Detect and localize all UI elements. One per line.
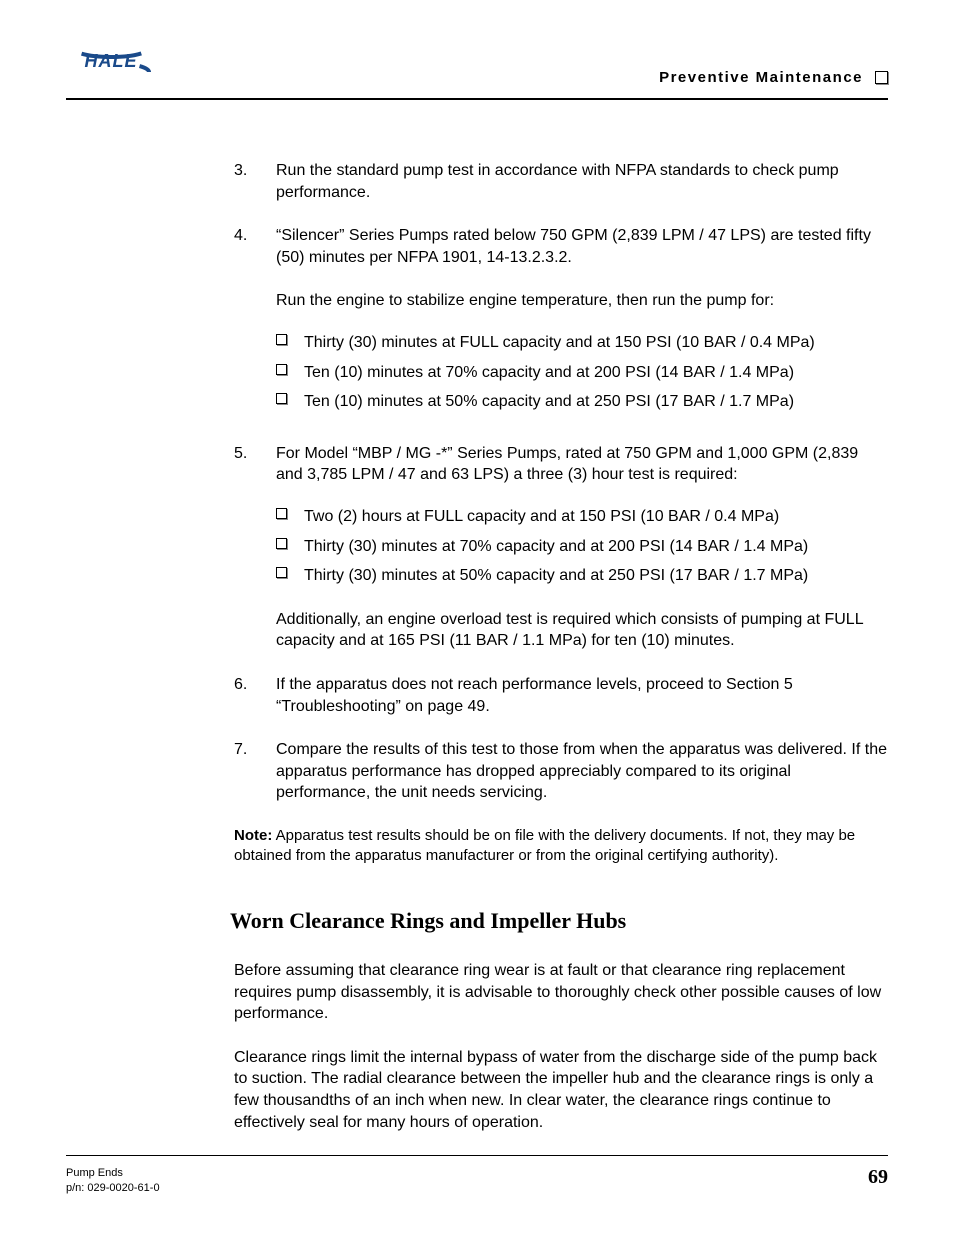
note-block: Note: Apparatus test results should be o…	[234, 826, 888, 867]
bullet-item: Ten (10) minutes at 50% capacity and at …	[276, 391, 888, 413]
checkbox-icon	[276, 536, 304, 558]
checkbox-icon	[276, 506, 304, 528]
bullet-item: Ten (10) minutes at 70% capacity and at …	[276, 362, 888, 384]
footer-left: Pump Ends p/n: 029-0020-61-0	[66, 1166, 160, 1195]
item-body: “Silencer” Series Pumps rated below 750 …	[276, 225, 888, 421]
list-item-6: 6. If the apparatus does not reach perfo…	[234, 674, 888, 717]
logo-wrap: HALE	[66, 30, 156, 90]
item-text: “Silencer” Series Pumps rated below 750 …	[276, 225, 888, 268]
list-item-7: 7. Compare the results of this test to t…	[234, 739, 888, 804]
body-paragraph: Clearance rings limit the internal bypas…	[234, 1047, 888, 1133]
bullet-list: Thirty (30) minutes at FULL capacity and…	[276, 332, 888, 413]
bullet-text: Thirty (30) minutes at FULL capacity and…	[304, 332, 815, 354]
checkbox-icon	[276, 332, 304, 354]
item-body: For Model “MBP / MG -*” Series Pumps, ra…	[276, 443, 888, 652]
bullet-item: Thirty (30) minutes at 70% capacity and …	[276, 536, 888, 558]
footer-part-number: p/n: 029-0020-61-0	[66, 1181, 160, 1195]
bullet-text: Thirty (30) minutes at 70% capacity and …	[304, 536, 808, 558]
item-after-text: Additionally, an engine overload test is…	[276, 609, 888, 652]
item-text: Compare the results of this test to thos…	[276, 739, 888, 804]
bullet-text: Ten (10) minutes at 50% capacity and at …	[304, 391, 794, 413]
item-text: If the apparatus does not reach performa…	[276, 674, 888, 717]
footer-doc-title: Pump Ends	[66, 1166, 160, 1180]
list-item-4: 4. “Silencer” Series Pumps rated below 7…	[234, 225, 888, 421]
content-area: 3. Run the standard pump test in accorda…	[66, 160, 888, 1155]
bullet-text: Two (2) hours at FULL capacity and at 15…	[304, 506, 779, 528]
checkbox-icon	[875, 71, 888, 84]
item-number: 5.	[234, 443, 276, 652]
note-label: Note:	[234, 827, 272, 844]
item-subtext: Run the engine to stabilize engine tempe…	[276, 290, 888, 312]
checkbox-icon	[276, 362, 304, 384]
item-number: 3.	[234, 160, 276, 203]
item-number: 4.	[234, 225, 276, 421]
checkbox-icon	[276, 391, 304, 413]
item-number: 6.	[234, 674, 276, 717]
bullet-text: Ten (10) minutes at 70% capacity and at …	[304, 362, 794, 384]
header-title: Preventive Maintenance	[659, 69, 888, 90]
header-section-text: Preventive Maintenance	[659, 69, 863, 86]
svg-text:HALE: HALE	[85, 51, 138, 71]
bullet-item: Thirty (30) minutes at 50% capacity and …	[276, 565, 888, 587]
page-header: HALE Preventive Maintenance	[66, 30, 888, 100]
section-heading: Worn Clearance Rings and Impeller Hubs	[230, 906, 888, 936]
hale-logo: HALE	[66, 30, 156, 90]
note-text: Apparatus test results should be on file…	[234, 827, 855, 864]
bullet-text: Thirty (30) minutes at 50% capacity and …	[304, 565, 808, 587]
checkbox-icon	[276, 565, 304, 587]
body-paragraph: Before assuming that clearance ring wear…	[234, 960, 888, 1025]
item-text: For Model “MBP / MG -*” Series Pumps, ra…	[276, 443, 888, 486]
item-text: Run the standard pump test in accordance…	[276, 160, 888, 203]
bullet-item: Thirty (30) minutes at FULL capacity and…	[276, 332, 888, 354]
item-number: 7.	[234, 739, 276, 804]
list-item-3: 3. Run the standard pump test in accorda…	[234, 160, 888, 203]
page-footer: Pump Ends p/n: 029-0020-61-0 69	[66, 1155, 888, 1195]
bullet-item: Two (2) hours at FULL capacity and at 15…	[276, 506, 888, 528]
bullet-list: Two (2) hours at FULL capacity and at 15…	[276, 506, 888, 587]
list-item-5: 5. For Model “MBP / MG -*” Series Pumps,…	[234, 443, 888, 652]
page: HALE Preventive Maintenance 3. Run the s…	[0, 0, 954, 1235]
page-number: 69	[868, 1166, 888, 1189]
